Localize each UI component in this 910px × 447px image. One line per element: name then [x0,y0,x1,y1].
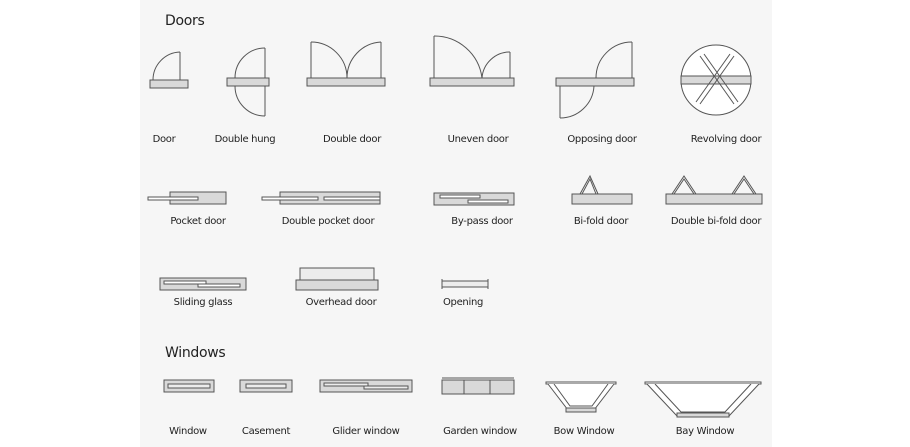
garden-window-label: Garden window [443,426,517,437]
sliding-glass-label: Sliding glass [173,297,233,308]
double-pocket-door-label: Double pocket door [281,216,375,227]
bow-window-symbol [545,381,617,413]
opening-symbol [441,279,489,289]
sliding-glass-symbol [159,277,247,291]
doors-section-title: Doors [165,13,205,29]
double-door-label: Double door [322,134,382,145]
garden-window-symbol [441,377,515,395]
bay-window-label: Bay Window [675,426,735,437]
uneven-door-symbol [429,35,515,87]
casement-symbol [239,379,293,393]
glider-window-label: Glider window [332,426,400,437]
double-bifold-door-label: Double bi-fold door [670,216,762,227]
pocket-door-label: Pocket door [170,216,226,227]
double-hung-symbol [226,47,270,117]
double-door-symbol [306,41,386,87]
opposing-door-label: Opposing door [567,134,637,145]
window-label: Window [169,426,207,437]
bypass-door-symbol [433,192,515,206]
bay-window-symbol [644,381,762,418]
bifold-door-symbol [571,174,633,205]
bypass-door-label: By-pass door [451,216,513,227]
door-label: Door [152,134,176,145]
revolving-door-label: Revolving door [690,134,762,145]
opposing-door-symbol [555,41,635,119]
double-hung-label: Double hung [214,134,276,145]
overhead-door-label: Overhead door [305,297,377,308]
overhead-door-symbol [295,267,379,291]
bifold-door-label: Bi-fold door [573,216,629,227]
diagram-panel [140,0,772,447]
casement-label: Casement [241,426,291,437]
windows-section-title: Windows [165,345,226,361]
door-symbol [149,51,189,89]
bow-window-label: Bow Window [553,426,615,437]
uneven-door-label: Uneven door [447,134,509,145]
window-symbol [163,379,215,393]
revolving-door-symbol [680,44,752,116]
double-bifold-door-symbol [665,175,763,205]
glider-window-symbol [319,379,413,393]
opening-label: Opening [442,297,484,308]
double-pocket-door-symbol [261,191,381,205]
pocket-door-symbol [147,191,227,205]
